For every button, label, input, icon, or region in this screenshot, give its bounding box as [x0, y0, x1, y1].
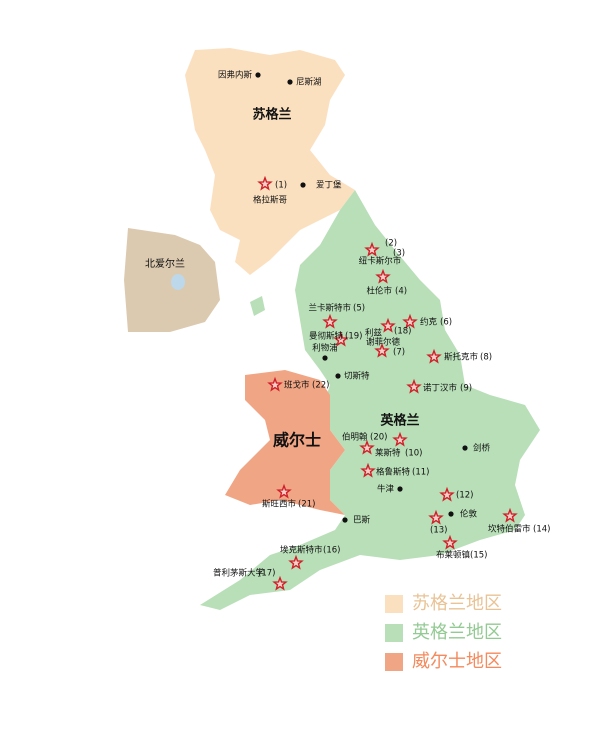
city-dot — [255, 72, 261, 78]
isle-shape — [250, 296, 265, 316]
site-star — [276, 483, 292, 499]
site-star — [439, 486, 455, 502]
site-name: 莱斯特 — [375, 448, 401, 459]
site-star — [428, 509, 444, 525]
site-star — [364, 241, 380, 257]
site-name: 谢菲尔德 — [366, 337, 401, 348]
site-name: 诺丁汉市 — [423, 383, 458, 394]
lake — [171, 274, 185, 290]
city-label: 伦敦 — [460, 509, 478, 520]
site-number: (19) — [345, 332, 362, 342]
site-number: (5) — [353, 304, 365, 314]
legend-label: 苏格兰地区 — [412, 593, 502, 614]
scotland-shape — [185, 48, 355, 275]
city-label: 巴斯 — [353, 515, 371, 526]
site-star — [288, 554, 304, 570]
region-label: 北爱尔兰 — [145, 257, 185, 270]
site-number: (12) — [456, 491, 473, 501]
city-dot — [300, 182, 306, 188]
site-number: (14) — [533, 525, 550, 535]
site-star — [442, 534, 458, 550]
site-star — [374, 342, 390, 358]
site-number: (17) — [258, 569, 275, 579]
region-label: 威尔士 — [273, 431, 321, 450]
site-number: (4) — [395, 287, 407, 297]
site-name: 格拉斯哥 — [253, 195, 288, 206]
city-dot — [287, 79, 293, 85]
site-name: 伯明翰 — [342, 432, 368, 443]
city-dot — [322, 355, 328, 361]
site-number: (22) — [312, 381, 329, 391]
legend-swatch — [385, 624, 403, 642]
site-name: 纽卡斯尔市 — [359, 256, 402, 267]
site-star — [267, 376, 283, 392]
site-name: 兰卡斯特市 — [308, 303, 351, 314]
site-star — [272, 575, 288, 591]
legend-label: 威尔士地区 — [412, 651, 502, 672]
site-number: (13) — [430, 526, 447, 536]
site-name: 杜伦市 — [366, 286, 392, 297]
site-star — [375, 268, 391, 284]
city-label: 剑桥 — [473, 443, 491, 454]
legend-swatch — [385, 595, 403, 613]
england-shape — [200, 190, 540, 610]
site-number: (16) — [323, 546, 340, 556]
city-dot — [448, 511, 454, 517]
site-number: (10) — [405, 449, 422, 459]
site-star — [360, 462, 376, 478]
site-name: 普利茅斯大学 — [213, 568, 265, 579]
site-number: (8) — [480, 353, 492, 363]
city-label: 因弗内斯 — [218, 70, 253, 81]
site-star — [359, 439, 375, 455]
site-name: 曼彻斯特 — [309, 331, 344, 342]
site-star — [402, 313, 418, 329]
site-star — [322, 313, 338, 329]
site-name: 约克 — [420, 317, 438, 328]
site-name: 坎特伯雷市 — [488, 524, 531, 535]
city-dot — [335, 373, 341, 379]
site-name: 斯旺西市 — [262, 499, 297, 510]
site-number: (18) — [394, 327, 411, 337]
site-name: 埃克斯特市 — [280, 545, 323, 556]
city-dot — [397, 486, 403, 492]
legend-swatch — [385, 653, 403, 671]
site-star — [392, 431, 408, 447]
city-label: 尼斯湖 — [296, 77, 322, 88]
site-name: 布莱顿镇 — [436, 550, 471, 561]
city-label: 爱丁堡 — [316, 180, 342, 191]
legend-label: 英格兰地区 — [412, 622, 502, 643]
site-name: 斯托克市 — [444, 352, 479, 363]
site-number: (2) — [385, 239, 397, 249]
region-label: 英格兰 — [379, 413, 419, 429]
site-name: 格鲁斯特 — [376, 467, 411, 478]
city-label: 切斯特 — [344, 371, 370, 382]
site-name: 班戈市 — [284, 380, 310, 391]
site-star — [406, 378, 422, 394]
city-dot — [342, 517, 348, 523]
site-number: (11) — [412, 468, 429, 478]
site-star — [426, 348, 442, 364]
wales-shape — [225, 370, 345, 515]
region-label: 苏格兰 — [252, 107, 291, 123]
site-number: (9) — [460, 384, 472, 394]
site-star — [380, 317, 396, 333]
city-label: 利物浦 — [312, 343, 338, 354]
city-dot — [462, 445, 468, 451]
site-number: (6) — [440, 318, 452, 328]
site-number: (21) — [298, 500, 315, 510]
site-star — [333, 331, 349, 347]
site-number: (3) — [393, 249, 405, 259]
site-star — [257, 175, 273, 191]
site-name: 利兹 — [365, 328, 383, 339]
site-number: (15) — [470, 551, 487, 561]
site-number: (20) — [370, 433, 387, 443]
site-star — [502, 507, 518, 523]
city-label: 牛津 — [377, 484, 395, 495]
site-number: (1) — [275, 181, 287, 191]
site-number: (7) — [393, 348, 405, 358]
